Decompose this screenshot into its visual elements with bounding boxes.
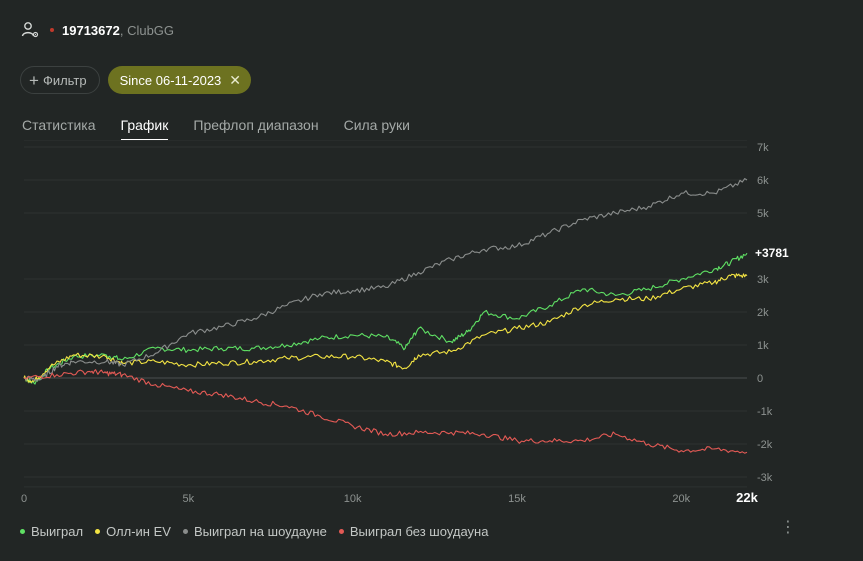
x-tick-label-3: 15k xyxy=(508,493,526,505)
y-tick-label-3: 3k xyxy=(757,274,769,286)
y-tick-label-6: 0 xyxy=(757,373,763,385)
chart-legend: Выиграл Олл-ин EV Выиграл на шоудауне Вы… xyxy=(20,524,500,539)
series-line-1 xyxy=(23,273,748,384)
legend-label-allin-ev: Олл-ин EV xyxy=(106,524,171,539)
y-tick-label-2: 5k xyxy=(757,208,769,220)
y-tick-label-5: 1k xyxy=(757,340,769,352)
more-options-icon[interactable]: ⋮ xyxy=(780,519,796,536)
header: 19713672 , ClubGG xyxy=(20,18,174,42)
profit-chart: 7k 6k 5k 3k 2k 1k 0 -1k -2k -3k 0 5k 10k 15k 20k 22k +37… xyxy=(21,140,789,505)
tab-hand-strength[interactable]: Сила руки xyxy=(343,117,410,133)
date-filter-chip[interactable]: Since 06-11-2023 ✕ xyxy=(107,66,252,94)
x-tick-label-1: 5k xyxy=(183,493,195,505)
x-tick-label-0: 0 xyxy=(21,493,27,505)
legend-label-won: Выиграл xyxy=(31,524,84,539)
legend-label-won-no-showdown: Выиграл без шоудауна xyxy=(349,524,489,539)
player-id: 19713672 xyxy=(62,22,120,38)
legend-dot-allin-ev xyxy=(95,529,101,534)
legend-item-allin-ev[interactable]: Олл-ин EV xyxy=(95,524,171,539)
legend-dot-won-no-showdown xyxy=(338,529,344,534)
tab-graph[interactable]: График xyxy=(120,117,169,140)
x-tick-label-2: 10k xyxy=(344,493,362,505)
date-filter-label: Since 06-11-2023 xyxy=(119,72,222,88)
series-line-0 xyxy=(23,252,748,385)
user-settings-icon[interactable] xyxy=(20,20,40,40)
legend-dot-won xyxy=(20,529,25,534)
end-value-label: +3781 xyxy=(755,246,789,260)
legend-item-won-showdown[interactable]: Выиграл на шоудауне xyxy=(182,524,327,539)
tab-preflop-range[interactable]: Префлоп диапазон xyxy=(193,117,319,133)
y-tick-label-8: -2k xyxy=(757,439,773,451)
x-end-label: 22k xyxy=(736,490,758,505)
status-dot xyxy=(50,28,54,32)
tab-statistics[interactable]: Статистика xyxy=(22,117,96,133)
legend-item-won[interactable]: Выиграл xyxy=(20,524,83,539)
series-line-3 xyxy=(23,369,748,454)
close-icon[interactable]: ✕ xyxy=(229,71,242,88)
y-tick-label-1: 6k xyxy=(757,175,769,187)
y-tick-label-7: -1k xyxy=(757,406,773,418)
filter-bar: + Фильтр Since 06-11-2023 ✕ xyxy=(20,66,252,94)
x-tick-label-4: 20k xyxy=(672,493,690,505)
legend-label-won-showdown: Выиграл на шоудауне xyxy=(193,524,327,539)
site-name: , ClubGG xyxy=(119,22,175,38)
y-tick-label-4: 2k xyxy=(757,307,769,319)
plus-icon: + xyxy=(29,70,39,90)
series-line-2 xyxy=(23,178,748,382)
tab-bar: Статистика График Префлоп диапазон Сила … xyxy=(22,117,435,140)
y-tick-label-9: -3k xyxy=(757,472,773,484)
filter-button-label: Фильтр xyxy=(42,72,87,88)
legend-item-won-no-showdown[interactable]: Выиграл без шоудауна xyxy=(338,524,489,539)
legend-dot-won-showdown xyxy=(182,529,188,534)
add-filter-button[interactable]: + Фильтр xyxy=(20,66,100,94)
y-tick-label-0: 7k xyxy=(757,142,769,154)
